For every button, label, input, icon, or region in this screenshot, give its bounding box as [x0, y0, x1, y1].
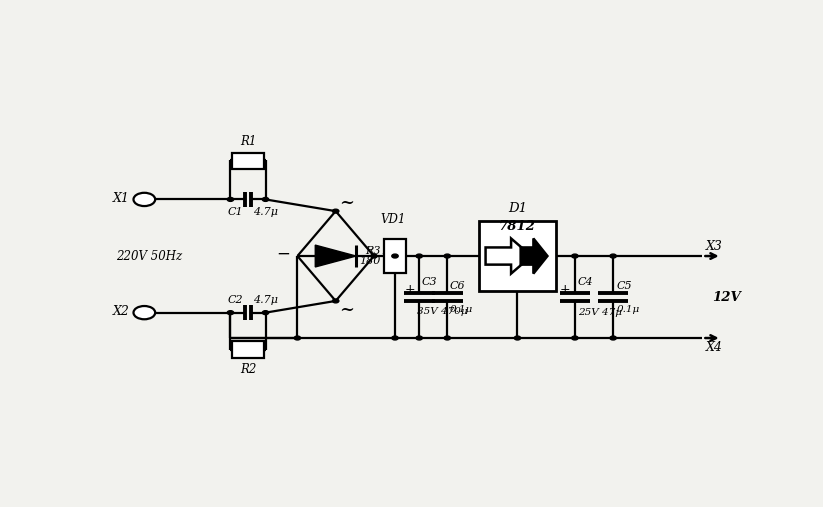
Text: 4.7μ: 4.7μ — [253, 295, 278, 305]
Bar — [232, 341, 264, 357]
Text: D1: D1 — [508, 202, 527, 214]
Text: C2: C2 — [227, 295, 243, 305]
Circle shape — [263, 197, 268, 201]
Circle shape — [263, 311, 268, 314]
Text: R1: R1 — [239, 135, 256, 148]
Circle shape — [133, 306, 156, 319]
Circle shape — [610, 336, 616, 340]
Circle shape — [370, 254, 377, 258]
Circle shape — [227, 311, 234, 314]
Text: C6: C6 — [450, 281, 466, 291]
Text: 1M: 1M — [238, 155, 258, 166]
Circle shape — [332, 209, 339, 213]
Polygon shape — [486, 238, 532, 274]
Text: X3: X3 — [705, 240, 723, 253]
Text: X1: X1 — [113, 192, 130, 205]
Bar — [479, 221, 556, 291]
Circle shape — [416, 254, 422, 258]
Circle shape — [416, 336, 422, 340]
Circle shape — [514, 336, 521, 340]
Text: ~: ~ — [339, 301, 354, 318]
Text: +: + — [560, 283, 570, 296]
Text: 4.7μ: 4.7μ — [253, 207, 278, 218]
Circle shape — [392, 254, 398, 258]
Text: X4: X4 — [705, 341, 723, 354]
Circle shape — [610, 254, 616, 258]
Text: 7812: 7812 — [499, 220, 536, 233]
Text: 220V 50Hz: 220V 50Hz — [115, 249, 182, 263]
Text: C5: C5 — [616, 281, 632, 291]
Text: C3: C3 — [421, 277, 437, 287]
Text: 1M: 1M — [238, 344, 258, 355]
Text: 0.1μ: 0.1μ — [450, 305, 473, 314]
Polygon shape — [315, 245, 356, 267]
Bar — [384, 239, 406, 273]
Circle shape — [572, 254, 578, 258]
Text: C4: C4 — [578, 277, 593, 287]
Circle shape — [332, 299, 339, 303]
Text: X2: X2 — [113, 305, 130, 318]
Bar — [232, 153, 264, 169]
Text: +: + — [380, 245, 394, 263]
Text: 180: 180 — [359, 256, 380, 266]
Circle shape — [392, 336, 398, 340]
Text: 35V 470μ: 35V 470μ — [416, 307, 467, 316]
Text: ~: ~ — [339, 194, 354, 211]
Circle shape — [133, 193, 156, 206]
Text: R3: R3 — [365, 245, 380, 256]
Text: −: − — [276, 245, 290, 263]
Text: 12V: 12V — [712, 291, 741, 304]
Circle shape — [295, 336, 300, 340]
Text: R2: R2 — [239, 363, 256, 376]
Text: C1: C1 — [227, 207, 243, 218]
Circle shape — [227, 197, 234, 201]
Polygon shape — [521, 238, 547, 274]
Text: VD1: VD1 — [380, 213, 406, 226]
Circle shape — [572, 336, 578, 340]
Text: +: + — [404, 283, 415, 296]
Circle shape — [444, 254, 450, 258]
Text: 25V 47μ: 25V 47μ — [578, 308, 622, 317]
Circle shape — [444, 336, 450, 340]
Text: 0.1μ: 0.1μ — [616, 305, 639, 314]
